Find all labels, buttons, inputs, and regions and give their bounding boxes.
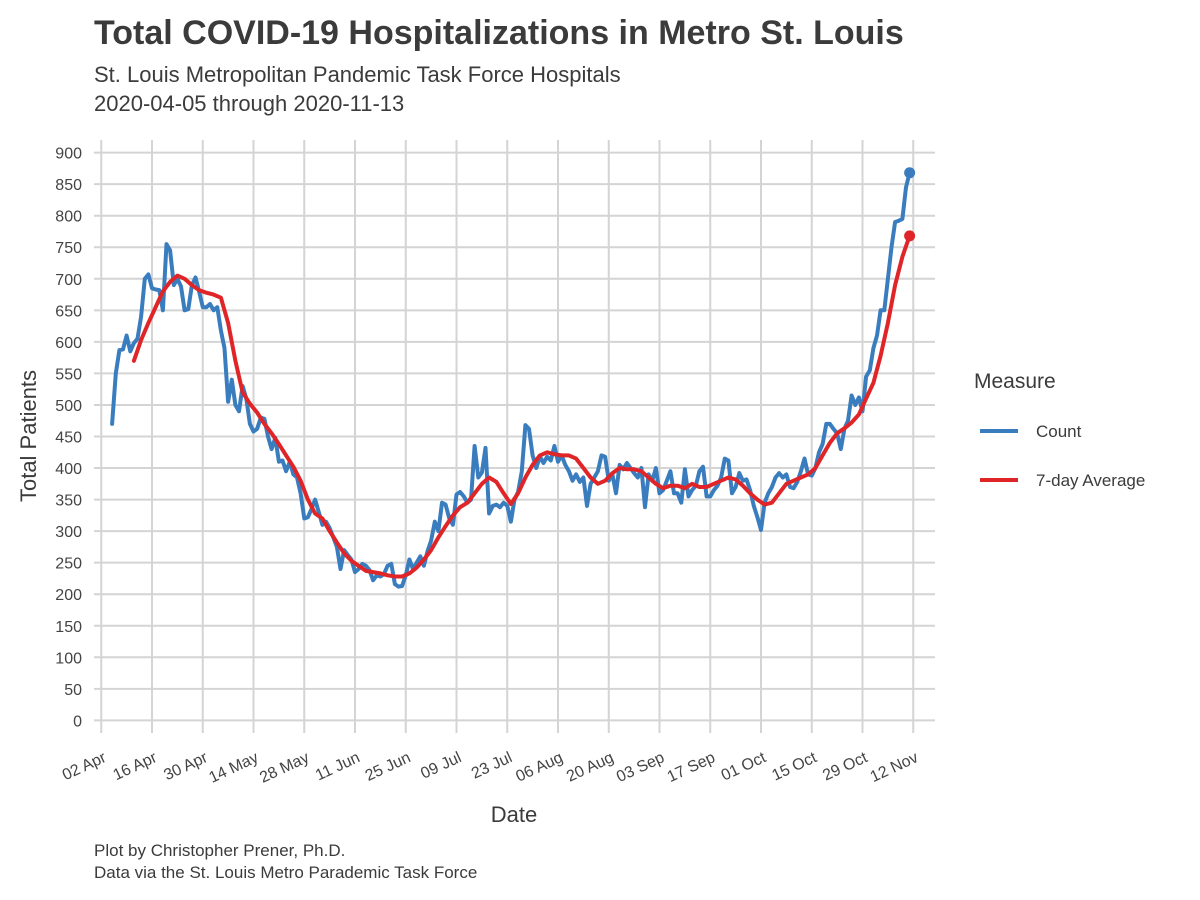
grid-lines <box>94 140 935 733</box>
x-tick-label: 03 Sep <box>614 749 667 786</box>
y-tick-label: 500 <box>55 398 82 415</box>
x-tick-label: 29 Oct <box>820 749 870 785</box>
chart-title: Total COVID-19 Hospitalizations in Metro… <box>94 14 904 52</box>
y-tick-label: 600 <box>55 335 82 352</box>
x-tick-label: 14 May <box>206 749 261 787</box>
x-tick-label: 25 Jun <box>363 749 414 785</box>
y-tick-label: 200 <box>55 587 82 604</box>
y-tick-label: 750 <box>55 240 82 257</box>
y-tick-label: 700 <box>55 272 82 289</box>
y-tick-label: 250 <box>55 556 82 573</box>
x-tick-label: 01 Oct <box>719 749 769 785</box>
y-tick-label: 450 <box>55 430 82 447</box>
x-tick-label: 17 Sep <box>665 749 718 786</box>
series-line-7-day-average <box>131 233 912 579</box>
y-tick-label: 100 <box>55 650 82 667</box>
x-tick-label: 20 Aug <box>564 749 616 785</box>
legend-label-count: Count <box>1036 422 1082 441</box>
y-tick-label: 400 <box>55 461 82 478</box>
x-tick-label: 06 Aug <box>513 749 565 785</box>
x-tick-label: 28 May <box>257 749 312 787</box>
y-tick-label: 850 <box>55 177 82 194</box>
y-tick-label: 900 <box>55 146 82 163</box>
x-tick-label: 02 Apr <box>60 749 110 784</box>
legend-label-average: 7-day Average <box>1036 471 1145 490</box>
y-tick-labels: 0 50 100 150 200 250 300 350 400 450 500 550 600 650 7… <box>55 146 82 731</box>
y-tick-label: 50 <box>64 682 82 699</box>
x-tick-label: 15 Oct <box>770 749 820 785</box>
chart-subtitle-line-1: St. Louis Metropolitan Pandemic Task For… <box>94 62 621 87</box>
x-tick-label: 09 Jul <box>418 749 464 782</box>
end-point-count <box>904 167 916 179</box>
y-tick-label: 150 <box>55 619 82 636</box>
series-line-count <box>110 170 912 589</box>
caption-source: Data via the St. Louis Metro Parademic T… <box>94 863 477 882</box>
y-tick-label: 0 <box>73 713 82 730</box>
x-axis-title: Date <box>491 802 537 827</box>
caption-author: Plot by Christopher Prener, Ph.D. <box>94 841 345 860</box>
chart-subtitle-line-2: 2020-04-05 through 2020-11-13 <box>94 91 404 116</box>
y-tick-label: 650 <box>55 303 82 320</box>
y-tick-label: 550 <box>55 366 82 383</box>
series-lines <box>110 167 916 589</box>
y-axis-title: Total Patients <box>16 370 41 502</box>
y-tick-label: 300 <box>55 524 82 541</box>
x-tick-label: 12 Nov <box>868 749 921 786</box>
legend-title: Measure <box>974 370 1056 393</box>
y-tick-label: 350 <box>55 493 82 510</box>
y-tick-label: 800 <box>55 209 82 226</box>
end-point-7-day-average <box>904 230 916 242</box>
x-tick-label: 23 Jul <box>469 749 515 782</box>
x-tick-label: 11 Jun <box>313 749 363 784</box>
x-tick-label: 30 Apr <box>161 749 211 784</box>
legend: Measure Count 7-day Average <box>974 370 1145 490</box>
x-tick-label: 16 Apr <box>111 749 161 784</box>
